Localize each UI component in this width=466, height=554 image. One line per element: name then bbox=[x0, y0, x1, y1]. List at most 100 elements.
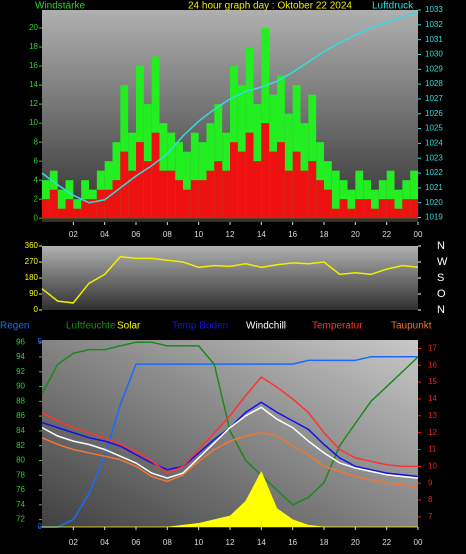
panel-climate bbox=[42, 340, 418, 527]
wind-bar bbox=[198, 180, 207, 219]
wind-bar bbox=[347, 189, 356, 219]
wind-bar bbox=[167, 170, 176, 219]
x-tick-label: 04 bbox=[100, 230, 109, 239]
wind-bar bbox=[175, 180, 183, 219]
wind-bar bbox=[245, 132, 254, 219]
y2-tick-label: 14 bbox=[428, 394, 437, 403]
x-tick-label: 16 bbox=[288, 230, 297, 239]
wind-bar bbox=[300, 170, 309, 219]
y-tick-label: 2 bbox=[34, 194, 39, 203]
panel-direction bbox=[42, 246, 418, 310]
wind-bar bbox=[159, 170, 168, 219]
y2-tick-label: 1028 bbox=[425, 79, 443, 88]
y2-tick-label: 1024 bbox=[425, 139, 443, 148]
wind-bar bbox=[300, 123, 309, 219]
wind-bar bbox=[190, 180, 199, 219]
y2-axis-title: Luftdruck bbox=[372, 1, 414, 12]
x-tick-label: 10 bbox=[194, 538, 203, 547]
wind-bar bbox=[269, 151, 277, 219]
y2-tick-label: 1032 bbox=[425, 20, 443, 29]
wind-bar bbox=[159, 123, 168, 219]
wind-bar bbox=[151, 132, 160, 219]
legend-entry: Luftfeuchte bbox=[66, 321, 116, 332]
y-tick-label: 90 bbox=[29, 289, 38, 298]
wind-bar bbox=[183, 189, 191, 219]
wind-bar bbox=[363, 199, 371, 219]
wind-bar bbox=[378, 199, 387, 219]
wind-bar bbox=[324, 189, 332, 219]
y2-tick-label: 1026 bbox=[425, 109, 443, 118]
y2-tick-label: 1020 bbox=[425, 198, 443, 207]
x-tick-label: 22 bbox=[382, 538, 391, 547]
x-tick-label: 18 bbox=[320, 538, 329, 547]
wind-bar bbox=[42, 199, 50, 219]
x-tick-label: 18 bbox=[320, 230, 329, 239]
y-tick-label: 0 bbox=[34, 213, 39, 222]
y2-tick-label: 12 bbox=[428, 428, 437, 437]
y2-tick-label: 17 bbox=[428, 344, 437, 353]
y2-tick-label: 9 bbox=[428, 478, 433, 487]
y2-tick-label: 10 bbox=[428, 461, 437, 470]
x-tick-label: 12 bbox=[226, 538, 235, 547]
y2-tick-label: N bbox=[437, 240, 445, 252]
wind-bar bbox=[316, 142, 324, 219]
x-tick-label: 00 bbox=[414, 538, 423, 547]
y-tick-label: 360 bbox=[25, 241, 39, 250]
x-tick-label: 10 bbox=[194, 230, 203, 239]
x-tick-label: 06 bbox=[132, 538, 141, 547]
wind-bar bbox=[308, 161, 317, 219]
wind-bar bbox=[81, 199, 89, 219]
line bbox=[41, 376, 418, 474]
legend-entry: Temp Boden bbox=[172, 321, 228, 332]
wind-bar bbox=[198, 142, 207, 219]
wind-bar bbox=[206, 170, 215, 219]
x-tick-label: 22 bbox=[382, 230, 391, 239]
wind-bar bbox=[112, 142, 121, 219]
wind-bar bbox=[89, 199, 97, 219]
wind-bar bbox=[230, 142, 238, 219]
y2-tick-label: W bbox=[437, 256, 448, 268]
wind-bar bbox=[222, 170, 230, 219]
y2-tick-label: 1022 bbox=[425, 168, 443, 177]
wind-bar bbox=[355, 199, 364, 219]
wind-bar bbox=[57, 208, 66, 219]
y-tick-label: 94 bbox=[16, 352, 25, 361]
y2-tick-label: O bbox=[437, 288, 446, 300]
y-tick-label: 6 bbox=[34, 156, 39, 165]
wind-bar bbox=[371, 208, 379, 219]
line bbox=[41, 431, 419, 488]
y-tick-label: 78 bbox=[16, 470, 25, 479]
y2-tick-label: 8 bbox=[428, 495, 433, 504]
legend-entry: Windchill bbox=[246, 321, 286, 332]
wind-bar bbox=[136, 142, 144, 219]
legend-entry: Taupunkt bbox=[391, 321, 432, 332]
x-tick-label: 00 bbox=[414, 230, 423, 239]
y-tick-label: 72 bbox=[16, 515, 25, 524]
y2-tick-label: 1019 bbox=[425, 213, 443, 222]
y2-tick-label: 1025 bbox=[425, 124, 443, 133]
wind-bar bbox=[253, 161, 262, 219]
y2-tick-label: S bbox=[437, 272, 444, 284]
y2-tick-label: 13 bbox=[428, 411, 437, 420]
wind-bar bbox=[331, 170, 340, 219]
x-tick-label: 14 bbox=[257, 538, 266, 547]
wind-bar bbox=[339, 199, 348, 219]
line bbox=[41, 341, 419, 506]
wind-bar bbox=[331, 208, 340, 219]
y-tick-label: 80 bbox=[16, 456, 25, 465]
wind-bar bbox=[371, 189, 379, 219]
y-tick-label: 18 bbox=[29, 42, 38, 51]
y-tick-label: 90 bbox=[16, 382, 25, 391]
y-tick-label: 0 bbox=[34, 305, 39, 314]
x-tick-label: 08 bbox=[163, 230, 172, 239]
y2-tick-label: 1027 bbox=[425, 94, 443, 103]
legend-entry: Solar bbox=[117, 321, 141, 332]
y-tick-label: 76 bbox=[16, 485, 25, 494]
y2-tick-label: 1033 bbox=[425, 5, 443, 14]
y2-tick-label: 16 bbox=[428, 360, 437, 369]
x-tick-label: 08 bbox=[163, 538, 172, 547]
y-tick-label: 270 bbox=[25, 257, 39, 266]
y-tick-label: 92 bbox=[16, 367, 25, 376]
wind-bar bbox=[355, 170, 364, 219]
